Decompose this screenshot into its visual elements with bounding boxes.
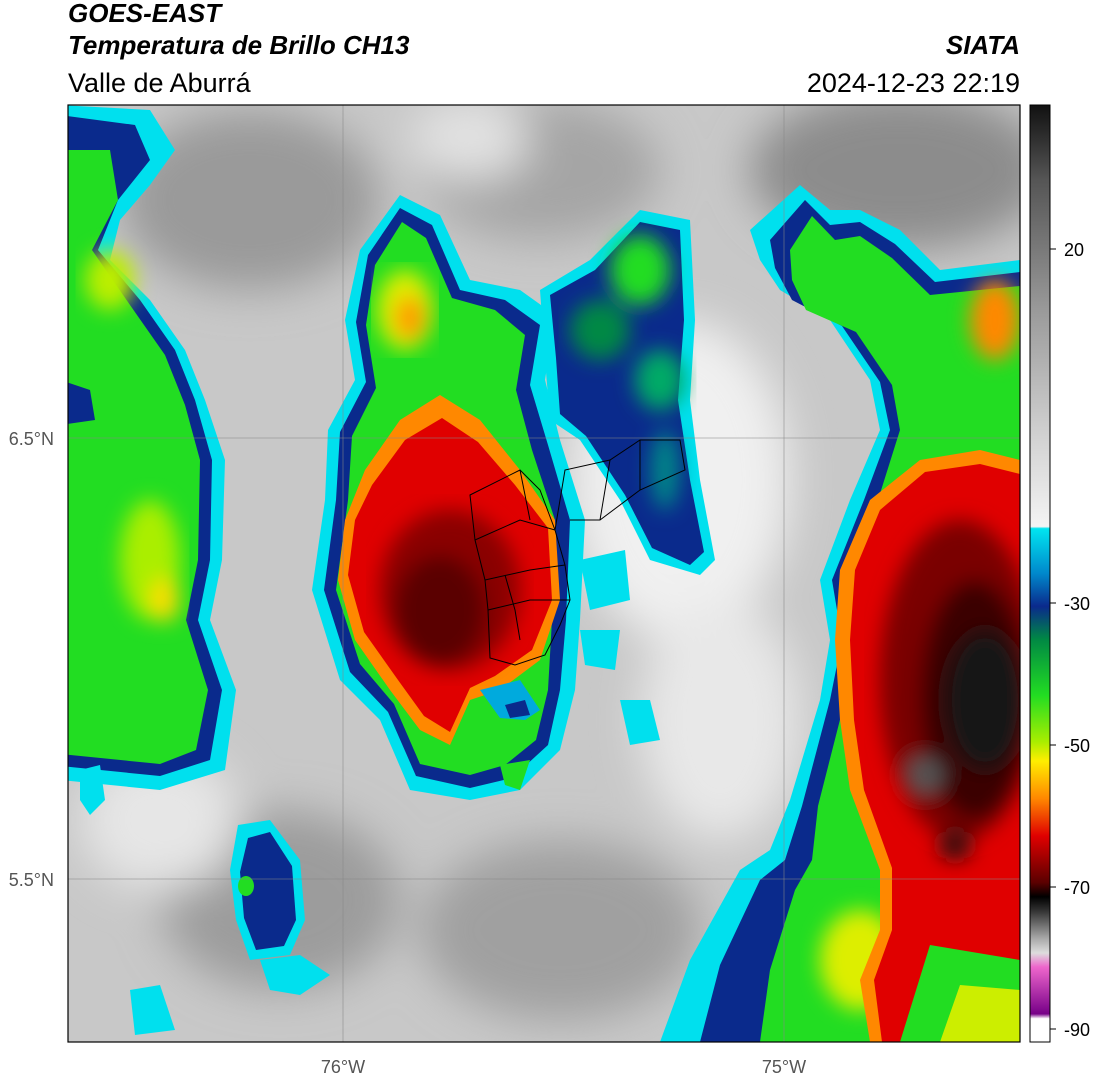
colorbar-tick-label: -50 xyxy=(1064,736,1090,756)
agency-label: SIATA xyxy=(945,30,1020,60)
municipal-borders xyxy=(469,439,686,666)
cloud-bottom-left xyxy=(80,550,660,1035)
cloud-upper-right xyxy=(540,210,715,575)
colorbar-tick-label: -90 xyxy=(1064,1020,1090,1040)
imagery-layer xyxy=(68,105,1020,1042)
lat-tick-label: 5.5°N xyxy=(9,870,54,890)
cloud-right xyxy=(660,185,1020,1042)
graticule xyxy=(68,105,1020,1042)
lat-tick-label: 6.5°N xyxy=(9,429,54,449)
colorbar-gradient xyxy=(1030,105,1050,1042)
colorbar-frame xyxy=(1029,104,1051,1043)
timestamp-label: 2024-12-23 22:19 xyxy=(806,68,1020,98)
colorbar-tick-label: -70 xyxy=(1064,878,1090,898)
colorbar: 20 -30 -50 -70 -90 xyxy=(1029,104,1090,1043)
lon-tick-label: 75°W xyxy=(762,1057,806,1077)
map-frame xyxy=(67,104,1021,1043)
region-label: Valle de Aburrá xyxy=(68,68,251,98)
cloud-center xyxy=(312,195,585,800)
colorbar-tick-label: -30 xyxy=(1064,594,1090,614)
satellite-title: GOES-EAST xyxy=(68,0,222,28)
colorbar-tick-label: 20 xyxy=(1064,240,1084,260)
lon-tick-label: 76°W xyxy=(321,1057,365,1077)
product-title: Temperatura de Brillo CH13 xyxy=(68,30,410,60)
cloud-left xyxy=(68,105,236,790)
